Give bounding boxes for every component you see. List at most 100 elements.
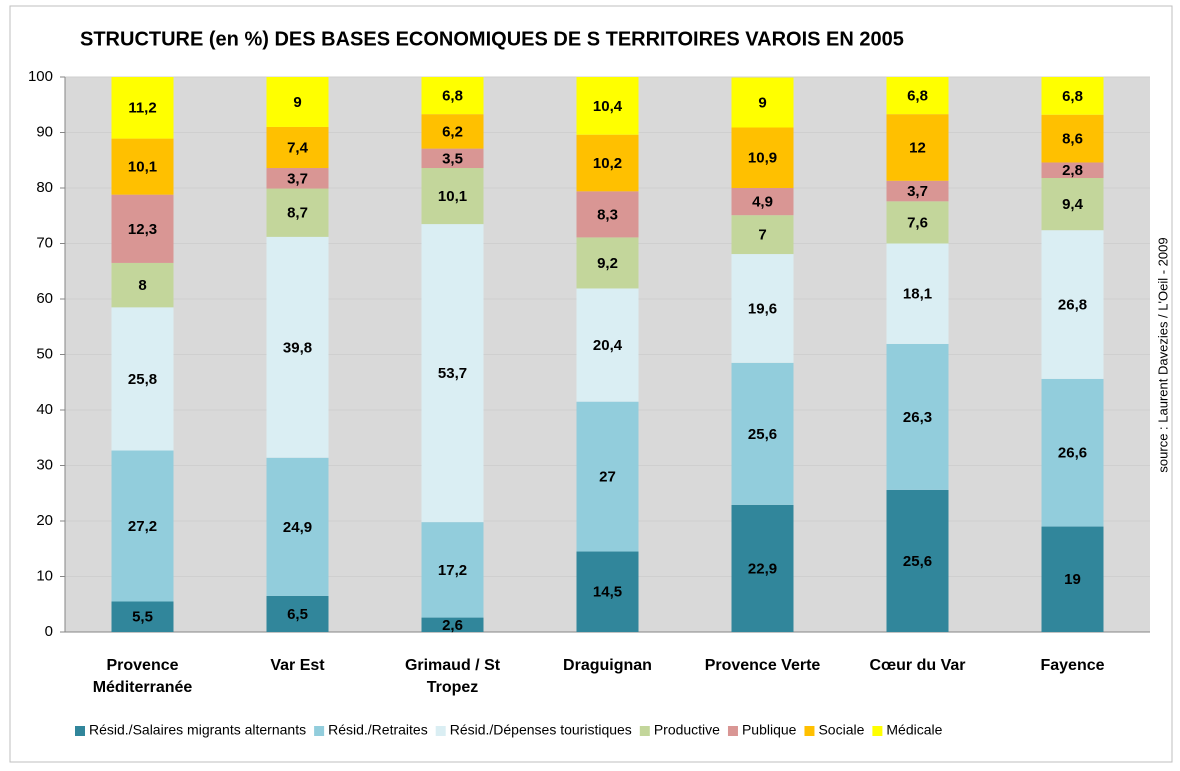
value-label: 20,4	[593, 337, 623, 354]
x-tick-label: Provence Méditerranée	[93, 657, 193, 696]
bar-segment	[266, 457, 329, 596]
value-label: 11,2	[128, 99, 156, 116]
value-label: 6,8	[442, 87, 463, 104]
value-label: 27,2	[128, 518, 157, 535]
value-label: 2,6	[442, 617, 463, 634]
bar-segment	[1041, 526, 1104, 632]
y-tick-label: 60	[36, 290, 53, 307]
bar-segment	[421, 148, 484, 169]
bar-segment	[1041, 378, 1104, 527]
bar-segment	[266, 77, 329, 127]
bar-segment	[421, 224, 484, 523]
bar-segment	[731, 188, 794, 216]
bar-segment	[576, 237, 639, 289]
value-label: 8,3	[597, 206, 618, 223]
bar-segment	[731, 127, 794, 188]
y-tick-label: 80	[36, 179, 53, 196]
y-tick-label: 40	[36, 401, 53, 418]
bar-segment	[886, 201, 949, 244]
legend-swatch	[872, 726, 883, 736]
legend-label: Sociale	[818, 722, 864, 738]
bar-segment	[266, 236, 329, 458]
legend-swatch	[75, 726, 85, 736]
value-label: 6,5	[287, 606, 308, 623]
value-label: 9,2	[597, 255, 618, 272]
bar-segment	[576, 77, 639, 135]
y-tick-label: 100	[28, 68, 53, 85]
legend-label: Résid./Salaires migrants alternants	[89, 722, 306, 738]
legend-swatch	[727, 726, 738, 736]
value-label: 6,2	[442, 123, 463, 140]
bar-segment	[266, 595, 329, 632]
x-tick-label: Cœur du Var	[869, 657, 965, 674]
bar-segment	[731, 215, 794, 255]
value-label: 24,9	[283, 519, 312, 536]
value-label: 9	[758, 94, 766, 111]
value-label: 26,8	[1058, 297, 1087, 314]
value-label: 25,6	[903, 553, 932, 570]
value-label: 22,9	[748, 560, 777, 577]
value-label: 26,6	[1058, 445, 1087, 462]
bars	[111, 77, 1104, 632]
value-label: 53,7	[438, 365, 467, 382]
value-label: 27	[599, 469, 616, 486]
bar-segment	[111, 262, 174, 308]
value-label: 19	[1064, 571, 1081, 588]
legend-swatch	[435, 726, 446, 736]
bar-segment	[1041, 114, 1104, 163]
value-label: 9	[293, 94, 301, 111]
bar-segment	[1041, 178, 1104, 231]
y-tick-label: 10	[36, 567, 53, 584]
value-label: 7,4	[287, 139, 309, 156]
value-label: 4,9	[752, 194, 773, 211]
y-tick-label: 0	[45, 623, 53, 640]
legend-swatch	[639, 726, 650, 736]
legend-label: Résid./Dépenses touristiques	[450, 722, 632, 738]
value-label: 8,7	[287, 205, 308, 222]
bar-segment	[731, 254, 794, 363]
bar-segment	[886, 243, 949, 344]
bar-segment	[421, 168, 484, 225]
bar-segment	[1041, 77, 1104, 115]
value-label: 6,8	[1062, 88, 1083, 105]
value-label: 10,1	[438, 188, 467, 205]
y-tick-label: 50	[36, 345, 53, 362]
value-label: 10,9	[748, 150, 777, 167]
value-label: 3,7	[907, 183, 928, 200]
bar-segment	[576, 551, 639, 632]
value-label: 3,5	[442, 150, 463, 167]
bar-segment	[421, 114, 484, 149]
bar-segment	[421, 617, 484, 632]
value-label: 17,2	[438, 562, 467, 579]
bar-segment	[731, 362, 794, 505]
bar-segment	[576, 288, 639, 402]
y-tick-label: 70	[36, 234, 53, 251]
legend-swatch	[314, 726, 325, 736]
bar-segment	[1041, 230, 1104, 379]
legend-label: Résid./Retraites	[328, 722, 428, 738]
bar-segment	[1041, 162, 1104, 179]
value-label: 18,1	[903, 286, 932, 303]
x-tick-label: Grimaud / St Tropez	[405, 657, 501, 696]
legend-label: Médicale	[886, 722, 942, 738]
bar-segment	[886, 489, 949, 632]
bar-segment	[111, 307, 174, 451]
value-label: 8,6	[1062, 131, 1083, 148]
x-tick-label: Provence Verte	[705, 657, 821, 674]
bar-segment	[266, 168, 329, 189]
value-label: 19,6	[748, 300, 777, 317]
value-label: 10,2	[593, 155, 622, 172]
value-label: 39,8	[283, 339, 312, 356]
y-tick-label: 30	[36, 456, 53, 473]
x-tick-label: Draguignan	[563, 657, 652, 674]
value-label: 10,1	[128, 159, 157, 176]
value-label: 7,6	[907, 214, 928, 231]
y-tick-label: 20	[36, 512, 53, 529]
y-tick-label: 90	[36, 123, 53, 140]
value-label: 5,5	[132, 609, 153, 626]
value-label: 3,7	[287, 170, 308, 187]
value-label: 12	[909, 139, 926, 156]
bar-segment	[111, 450, 174, 602]
value-label: 7	[758, 227, 766, 244]
